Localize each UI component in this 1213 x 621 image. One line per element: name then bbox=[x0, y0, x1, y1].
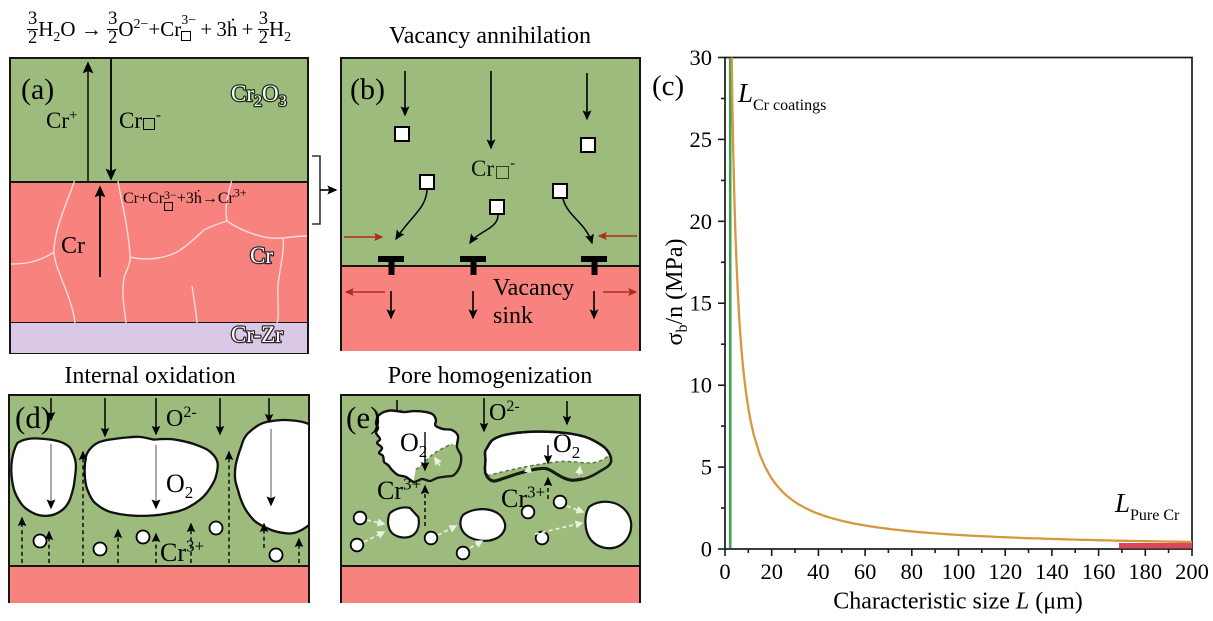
svg-text:Cr2O3: Cr2O3 bbox=[231, 81, 287, 110]
svg-text:10: 10 bbox=[690, 373, 713, 398]
svg-text:20: 20 bbox=[690, 209, 713, 234]
svg-text:0: 0 bbox=[719, 559, 730, 584]
svg-text:Cr-Zr: Cr-Zr bbox=[231, 322, 283, 347]
svg-text:20: 20 bbox=[760, 559, 783, 584]
svg-text:15: 15 bbox=[690, 291, 713, 316]
svg-text:80: 80 bbox=[901, 559, 924, 584]
svg-text:160: 160 bbox=[1082, 559, 1116, 584]
svg-text:140: 140 bbox=[1035, 559, 1069, 584]
svg-text:60: 60 bbox=[854, 559, 877, 584]
svg-text:180: 180 bbox=[1128, 559, 1162, 584]
svg-text:120: 120 bbox=[988, 559, 1022, 584]
svg-text:Characteristic size L (μm): Characteristic size L (μm) bbox=[833, 589, 1082, 615]
svg-text:L: L bbox=[737, 78, 753, 108]
svg-text:100: 100 bbox=[942, 559, 976, 584]
svg-text:25: 25 bbox=[690, 127, 713, 152]
svg-text:5: 5 bbox=[701, 455, 712, 480]
svg-text:30: 30 bbox=[690, 45, 713, 70]
svg-text:L: L bbox=[1114, 488, 1130, 518]
svg-text:Pure Cr: Pure Cr bbox=[1130, 507, 1180, 524]
svg-text:0: 0 bbox=[701, 537, 712, 562]
svg-text:Cr: Cr bbox=[250, 243, 273, 268]
svg-text:σb/n (MPa): σb/n (MPa) bbox=[662, 239, 691, 346]
svg-text:Cr coatings: Cr coatings bbox=[753, 97, 826, 114]
svg-text:40: 40 bbox=[807, 559, 830, 584]
svg-text:200: 200 bbox=[1175, 559, 1209, 584]
